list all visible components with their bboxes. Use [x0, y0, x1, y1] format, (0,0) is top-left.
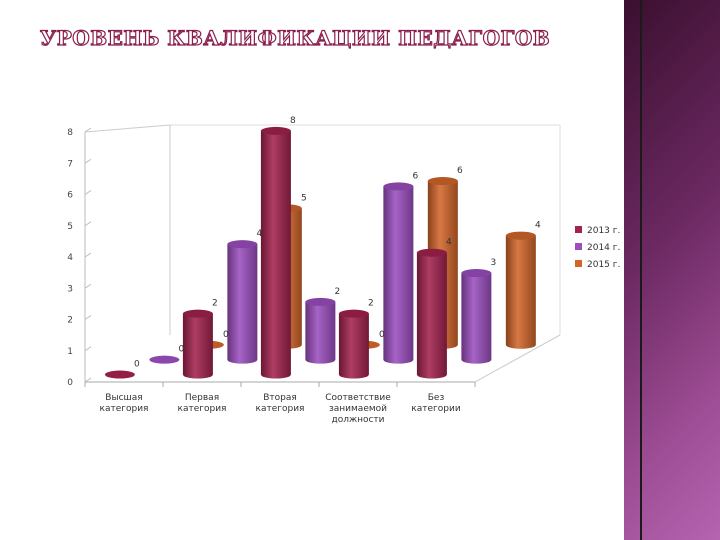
y-tick-label: 1 — [67, 347, 73, 357]
chart-bars — [104, 126, 536, 379]
x-tick-label: Без категории — [411, 393, 461, 414]
y-tick-mark — [84, 377, 92, 383]
y-tick-label: 4 — [67, 253, 73, 263]
bar-1-3 — [260, 126, 291, 379]
data-label: 2 — [368, 299, 374, 309]
bar-1-2 — [182, 309, 213, 379]
y-tick-mark — [84, 190, 92, 195]
y-tick-mark — [84, 283, 92, 289]
chart-legend: 2013 г. 2014 г. 2015 г. — [575, 226, 620, 270]
y-tick-mark — [84, 127, 92, 133]
legend-swatch — [575, 226, 582, 233]
data-label: 6 — [413, 171, 419, 181]
y-tick-mark — [84, 158, 92, 164]
floor-right-edge — [474, 334, 561, 383]
data-label: 4 — [446, 238, 452, 248]
data-label: 6 — [457, 166, 463, 176]
bar-2-4 — [383, 182, 414, 364]
y-tick-label: 5 — [67, 222, 73, 232]
bar-2-2 — [227, 240, 258, 364]
wall-top-edge — [84, 124, 171, 133]
legend-swatch — [575, 260, 582, 267]
y-tick-mark — [84, 252, 92, 258]
chart-axes: 0 1 2 3 4 5 6 7 8 — [67, 124, 561, 388]
bar-1-4 — [338, 309, 369, 379]
x-tick-label: Первая категория — [178, 393, 227, 414]
y-tick-label: 0 — [67, 378, 73, 388]
page-title: УРОВЕНЬ КВАЛИФИКАЦИИ ПЕДАГОГОВ — [39, 25, 551, 50]
bar-2-1 — [149, 355, 180, 364]
bar-1-1 — [104, 370, 135, 379]
data-label: 5 — [301, 193, 307, 203]
bar-1-5 — [416, 248, 447, 379]
y-tick-mark — [84, 315, 92, 320]
legend-label: 2015 г. — [587, 260, 620, 270]
y-tick-mark — [84, 221, 92, 227]
bar-2-3 — [305, 297, 336, 364]
x-tick-label: Вторая категория — [256, 393, 305, 414]
legend-label: 2014 г. — [587, 243, 620, 253]
y-tick-label: 7 — [67, 159, 73, 169]
data-label: 2 — [212, 299, 218, 309]
data-label: 0 — [179, 345, 185, 355]
legend-label: 2013 г. — [587, 226, 620, 236]
data-label: 4 — [535, 221, 541, 231]
data-label: 0 — [134, 360, 140, 370]
data-label: 0 — [379, 330, 385, 340]
y-tick-mark — [84, 346, 92, 352]
data-label: 4 — [257, 229, 263, 239]
x-tick-label: Высшая категория — [100, 393, 149, 414]
data-label: 8 — [290, 116, 296, 126]
data-label: 3 — [491, 258, 497, 268]
y-tick-label: 8 — [67, 128, 73, 138]
chart-labels: Высшая категория Первая категория Вторая кате… — [100, 116, 541, 425]
data-label: 0 — [223, 330, 229, 340]
data-label: 2 — [335, 287, 341, 297]
x-tick-label: Соответствие занимаемой должности — [325, 393, 391, 425]
legend-swatch — [575, 243, 582, 250]
y-tick-label: 3 — [67, 284, 73, 294]
decorative-divider-line — [640, 0, 642, 540]
y-tick-label: 6 — [67, 191, 73, 201]
y-tick-label: 2 — [67, 316, 73, 326]
bar-2-5 — [461, 269, 492, 364]
bar-3-5 — [505, 231, 536, 349]
